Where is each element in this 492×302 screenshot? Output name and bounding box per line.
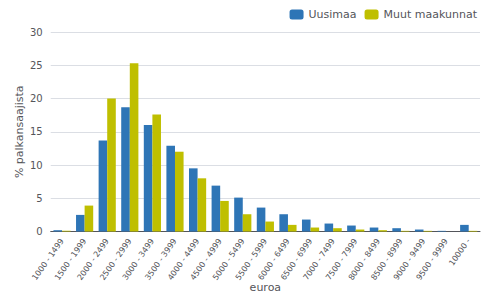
svg-text:15: 15 — [30, 126, 43, 137]
svg-text:10000 -: 10000 - — [447, 237, 472, 268]
svg-text:10: 10 — [30, 160, 43, 171]
svg-text:4000 - 4499: 4000 - 4499 — [165, 236, 202, 282]
svg-text:% palkansaajista: % palkansaajista — [13, 85, 26, 178]
svg-text:25: 25 — [30, 60, 43, 71]
svg-text:9500 - 9999: 9500 - 9999 — [414, 237, 449, 282]
svg-text:1000 - 1499: 1000 - 1499 — [30, 236, 66, 282]
svg-text:20: 20 — [30, 93, 43, 104]
svg-text:Muut maakunnat: Muut maakunnat — [384, 8, 478, 21]
svg-text:2000 - 2499: 2000 - 2499 — [75, 236, 111, 282]
svg-text:euroa: euroa — [250, 281, 282, 294]
svg-text:30: 30 — [30, 27, 43, 38]
svg-text:5500 - 5999: 5500 - 5999 — [233, 236, 269, 282]
svg-text:4500 - 4999: 4500 - 4999 — [188, 236, 224, 282]
svg-text:3500 - 3999: 3500 - 3999 — [143, 236, 179, 282]
svg-text:5000 - 5499: 5000 - 5499 — [211, 236, 247, 282]
svg-text:5: 5 — [36, 193, 42, 204]
svg-text:6000 - 6499: 6000 - 6499 — [256, 236, 292, 282]
svg-text:Uusimaa: Uusimaa — [309, 8, 357, 21]
svg-text:0: 0 — [36, 226, 42, 237]
svg-text:8500 - 8999: 8500 - 8999 — [369, 236, 405, 282]
svg-text:8000 - 8499: 8000 - 8499 — [346, 236, 382, 282]
svg-text:2500 - 2999: 2500 - 2999 — [98, 236, 134, 282]
svg-text:7000 - 7499: 7000 - 7499 — [301, 236, 337, 282]
svg-text:6500 - 6999: 6500 - 6999 — [278, 236, 315, 282]
svg-text:9000 - 9499: 9000 - 9499 — [391, 236, 428, 282]
svg-text:1500 - 1999: 1500 - 1999 — [53, 236, 89, 282]
svg-text:3000 - 3499: 3000 - 3499 — [120, 236, 157, 282]
svg-text:7500 - 7999: 7500 - 7999 — [324, 236, 360, 282]
